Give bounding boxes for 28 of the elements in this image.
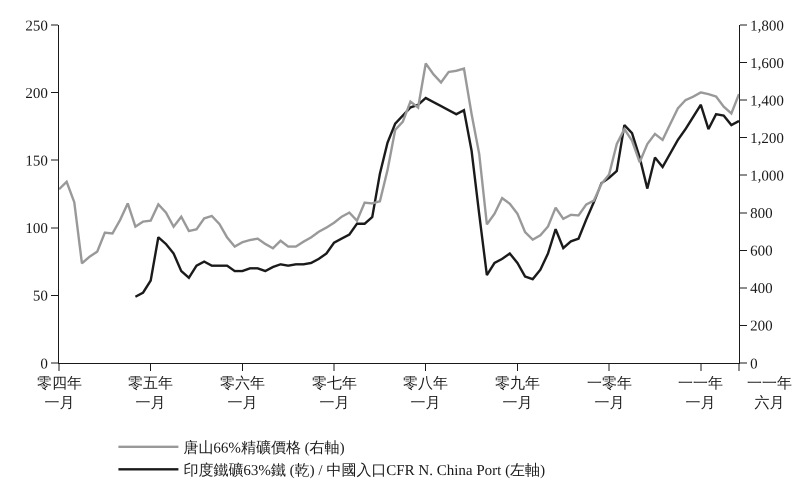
y2-tick-label: 1,600 (750, 56, 784, 72)
x-tick-label: 零八年一月 (403, 375, 448, 412)
legend-label: 印度鐵礦63%鐵 (乾) / 中國入口CFR N. China Port (左軸) (183, 462, 546, 480)
x-tick-label: 零七年一月 (312, 375, 357, 412)
x-tick-label: 一一年一月 (678, 375, 723, 412)
x-tick-label: 零四年一月 (37, 375, 82, 412)
y-tick-label: 150 (25, 153, 48, 170)
y-tick-label: 250 (25, 18, 48, 34)
x-tick-label: 零六年一月 (220, 375, 265, 412)
x-tick-label: 一零年一月 (587, 375, 632, 412)
x-tick-label: 零九年一月 (495, 375, 540, 412)
y2-tick-label: 800 (750, 206, 773, 222)
y2-tick-label: 1,200 (750, 130, 784, 147)
y-tick-label: 50 (32, 288, 48, 305)
y2-tick-label: 200 (750, 318, 773, 335)
text: 一一年六月 (747, 375, 792, 412)
y-tick-label: 200 (25, 86, 48, 102)
x-tick-label: 零五年一月 (128, 375, 173, 412)
y-tick-label: 0 (40, 356, 48, 372)
y-tick-label: 100 (25, 221, 48, 238)
y2-tick-label: 1,400 (750, 93, 784, 110)
y2-tick-label: 0 (750, 356, 758, 372)
y2-tick-label: 1,000 (750, 168, 784, 184)
y2-tick-label: 1,800 (750, 18, 784, 34)
line-series (59, 62, 739, 264)
y2-tick-label: 400 (750, 281, 773, 298)
legend-label: 唐山66%精礦價格 (右軸) (183, 440, 345, 457)
y2-tick-label: 600 (750, 244, 773, 260)
